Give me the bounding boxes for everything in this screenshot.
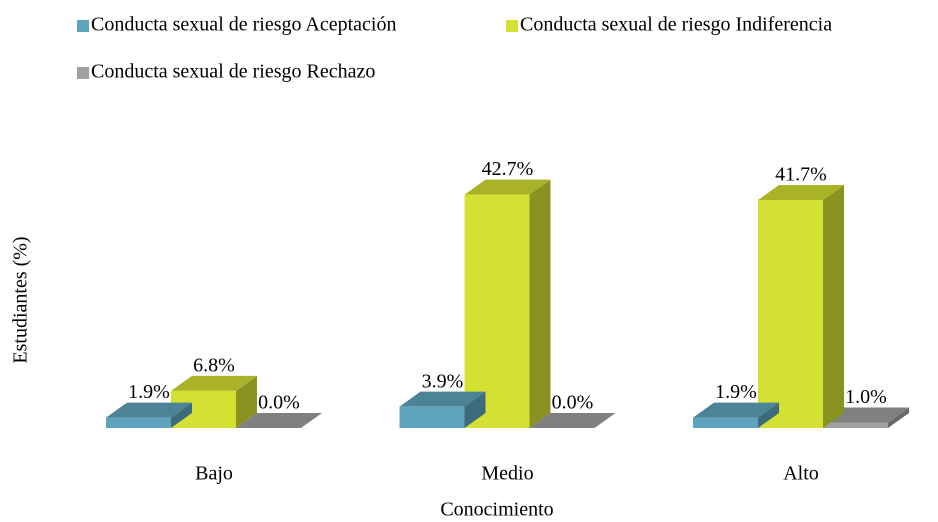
legend-swatch xyxy=(77,67,89,79)
bar xyxy=(236,413,322,428)
legend-label: Conducta sexual de riesgo Aceptación xyxy=(91,14,396,36)
bar-top xyxy=(236,413,322,428)
bar-top xyxy=(823,407,909,423)
value-label: 3.9% xyxy=(422,370,464,392)
bar-front xyxy=(399,406,465,428)
bar-top xyxy=(693,402,779,418)
legend-label: Conducta sexual de riesgo Rechazo xyxy=(91,61,375,83)
value-label: 0.0% xyxy=(258,392,300,414)
bar-side xyxy=(823,185,844,428)
x-tick-label: Medio xyxy=(481,463,533,485)
bar xyxy=(399,391,486,428)
bar-side xyxy=(171,402,192,428)
bar xyxy=(106,402,192,428)
value-label: 6.8% xyxy=(193,354,235,376)
bar-front xyxy=(464,194,530,428)
bar xyxy=(171,375,257,428)
bar-side xyxy=(529,179,551,428)
bar xyxy=(758,185,844,428)
bar-front xyxy=(693,417,758,428)
value-label: 1.9% xyxy=(128,381,170,403)
bar-top xyxy=(399,391,486,407)
bar-top xyxy=(758,185,844,201)
bar xyxy=(464,179,551,428)
bar-side xyxy=(464,391,486,428)
bar-top xyxy=(529,413,616,428)
bar-top xyxy=(106,402,192,418)
bar-side xyxy=(758,402,779,428)
bar-side xyxy=(888,407,909,428)
legend-swatch xyxy=(77,20,89,32)
value-label: 1.9% xyxy=(715,381,757,403)
bar xyxy=(823,407,909,428)
bar-front xyxy=(758,200,823,428)
bar-front xyxy=(823,422,888,428)
legend-label: Conducta sexual de riesgo Indiferencia xyxy=(520,14,832,36)
bar-side xyxy=(236,375,257,428)
bar-top xyxy=(464,179,551,195)
bar xyxy=(693,402,779,428)
x-axis-label: Conocimiento xyxy=(440,499,553,521)
bar-front xyxy=(106,417,171,428)
value-label: 0.0% xyxy=(552,392,594,414)
value-label: 42.7% xyxy=(482,158,534,180)
y-axis-label: Estudiantes (%) xyxy=(10,236,32,363)
x-tick-label: Alto xyxy=(783,463,819,485)
value-label: 1.0% xyxy=(845,386,887,408)
legend-swatch xyxy=(506,20,518,32)
value-label: 41.7% xyxy=(775,164,827,186)
bar xyxy=(529,413,616,428)
x-tick-label: Bajo xyxy=(195,463,233,485)
bar-top xyxy=(171,375,257,391)
